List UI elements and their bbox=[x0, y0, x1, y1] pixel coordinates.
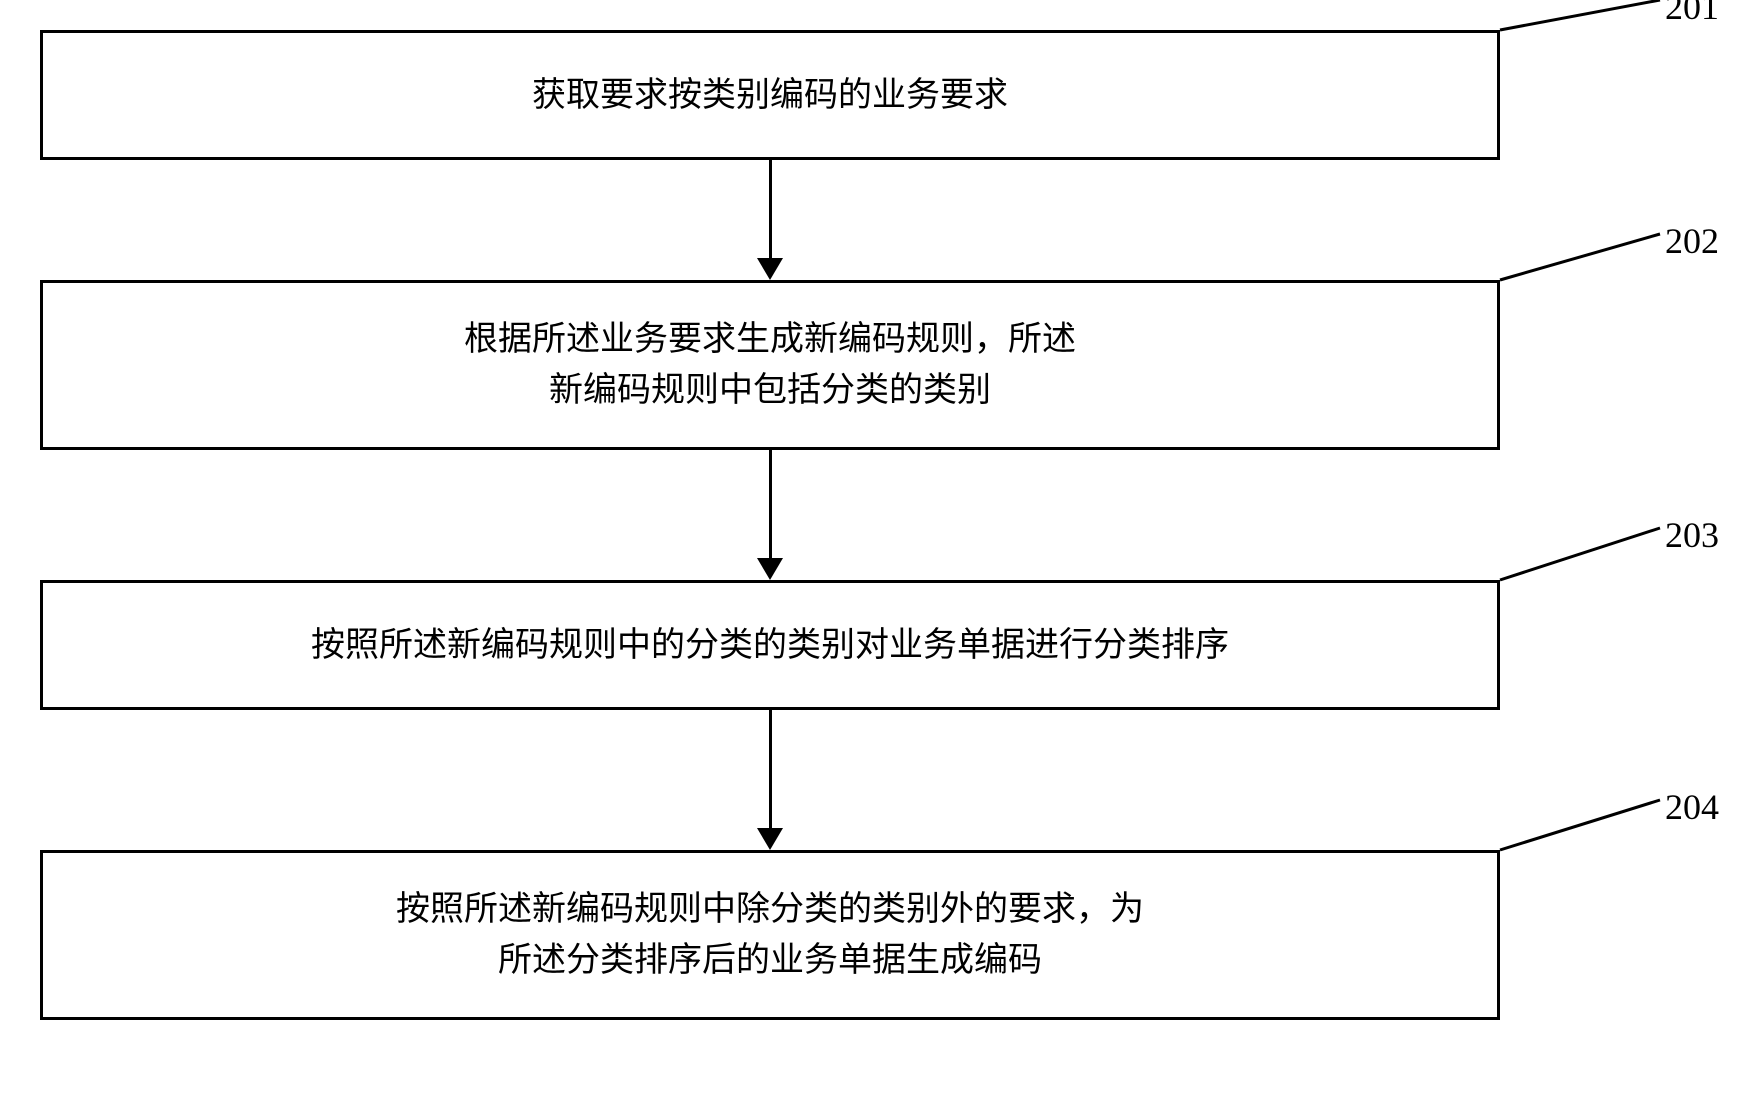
arrow-shaft bbox=[769, 160, 772, 258]
flow-node-1-label: 获取要求按类别编码的业务要求 bbox=[532, 70, 1008, 121]
arrow-shaft bbox=[769, 710, 772, 828]
flow-node-2: 根据所述业务要求生成新编码规则，所述 新编码规则中包括分类的类别 bbox=[40, 280, 1500, 450]
flow-node-1: 获取要求按类别编码的业务要求 bbox=[40, 30, 1500, 160]
callout-number: 203 bbox=[1665, 514, 1719, 556]
arrow-head-down-icon bbox=[757, 828, 783, 850]
flow-node-4: 按照所述新编码规则中除分类的类别外的要求，为 所述分类排序后的业务单据生成编码 bbox=[40, 850, 1500, 1020]
callout-line-icon bbox=[1500, 800, 1670, 860]
flow-node-4-line1: 按照所述新编码规则中除分类的类别外的要求，为 bbox=[396, 891, 1144, 928]
callout-number: 204 bbox=[1665, 786, 1719, 828]
callout-number: 201 bbox=[1665, 0, 1719, 28]
flow-node-2-line1: 根据所述业务要求生成新编码规则，所述 bbox=[464, 321, 1076, 358]
flowchart-canvas: 获取要求按类别编码的业务要求 根据所述业务要求生成新编码规则，所述 新编码规则中… bbox=[0, 0, 1750, 1114]
flow-node-4-label: 按照所述新编码规则中除分类的类别外的要求，为 所述分类排序后的业务单据生成编码 bbox=[396, 884, 1144, 986]
flow-node-3: 按照所述新编码规则中的分类的类别对业务单据进行分类排序 bbox=[40, 580, 1500, 710]
arrow-shaft bbox=[769, 450, 772, 558]
flow-node-3-label: 按照所述新编码规则中的分类的类别对业务单据进行分类排序 bbox=[311, 620, 1229, 671]
flow-node-2-line2: 新编码规则中包括分类的类别 bbox=[549, 372, 991, 409]
callout-number: 202 bbox=[1665, 220, 1719, 262]
callout-line-icon bbox=[1500, 234, 1670, 290]
flow-node-2-label: 根据所述业务要求生成新编码规则，所述 新编码规则中包括分类的类别 bbox=[464, 314, 1076, 416]
arrow-head-down-icon bbox=[757, 258, 783, 280]
arrow-head-down-icon bbox=[757, 558, 783, 580]
flow-node-4-line2: 所述分类排序后的业务单据生成编码 bbox=[498, 942, 1042, 979]
callout-line-icon bbox=[1500, 0, 1670, 40]
callout-line-icon bbox=[1500, 528, 1670, 590]
